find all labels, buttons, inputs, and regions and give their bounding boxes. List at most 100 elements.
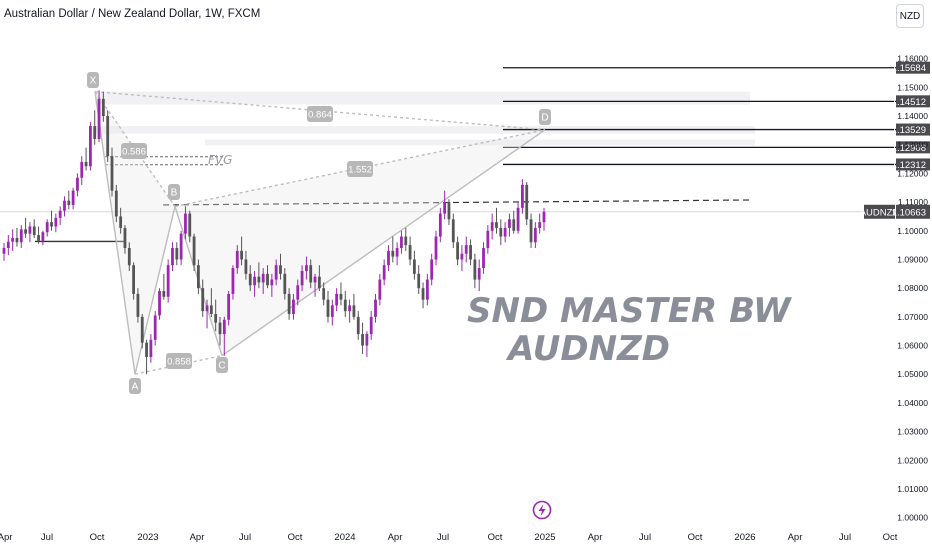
candle-body bbox=[533, 227, 537, 243]
time-tick-label: Jul bbox=[239, 532, 251, 543]
candle-body bbox=[266, 273, 269, 286]
candle-body bbox=[317, 276, 321, 289]
lightning-logo-icon[interactable] bbox=[532, 500, 552, 520]
candle-body bbox=[15, 237, 19, 243]
ratio-tag bbox=[347, 161, 373, 177]
price-tick-label: 1.00000 bbox=[897, 513, 928, 523]
dashed-level-line bbox=[162, 199, 753, 206]
price-tick-label: 1.05000 bbox=[897, 369, 928, 379]
candle-body bbox=[309, 265, 313, 283]
candle-body bbox=[175, 248, 179, 260]
candle-body bbox=[374, 299, 377, 317]
candle-body bbox=[296, 285, 300, 300]
candle-body bbox=[425, 279, 429, 300]
candle-body bbox=[400, 236, 403, 249]
candle-body bbox=[339, 293, 343, 300]
candle-body bbox=[37, 235, 40, 241]
candle-body bbox=[58, 210, 62, 218]
candle-body bbox=[114, 190, 118, 217]
time-tick-label: Jul bbox=[639, 532, 651, 543]
time-tick-label: Oct bbox=[883, 532, 898, 543]
candle-body bbox=[97, 98, 101, 139]
candle-body bbox=[469, 245, 472, 260]
candle-body bbox=[417, 273, 421, 289]
candle-body bbox=[218, 322, 222, 335]
candle-body bbox=[45, 222, 49, 233]
candle-body bbox=[153, 315, 157, 340]
candle-body bbox=[89, 126, 92, 167]
pattern-labels: X A B C D 0.586 0.864 1.552 0.858 FVG bbox=[87, 72, 551, 394]
candle-body bbox=[80, 161, 84, 178]
time-tick-label: 2025 bbox=[534, 532, 555, 543]
price-tick-label: 1.09000 bbox=[897, 254, 928, 264]
price-tick-label: 1.11000 bbox=[898, 197, 928, 207]
candle-body bbox=[464, 245, 468, 254]
ratio-label: 0.864 bbox=[308, 110, 332, 121]
lightning-bolt bbox=[538, 504, 546, 517]
currency-button[interactable]: NZD bbox=[896, 4, 924, 28]
candle-body bbox=[326, 299, 330, 317]
candle-body bbox=[503, 227, 507, 237]
time-tick-label: Apr bbox=[388, 532, 403, 543]
price-tick-label: 1.08000 bbox=[897, 283, 928, 293]
candle-body bbox=[63, 200, 66, 211]
pattern-point-tag bbox=[168, 184, 180, 200]
candle-body bbox=[387, 250, 390, 266]
candle-body bbox=[140, 316, 144, 343]
candle-body bbox=[231, 268, 235, 294]
candle-body bbox=[529, 219, 533, 243]
candle-body bbox=[330, 305, 334, 317]
ratio-label: 0.586 bbox=[122, 147, 146, 158]
candle-body bbox=[486, 230, 490, 249]
price-level-tag bbox=[896, 141, 930, 154]
pattern-leg bbox=[94, 91, 136, 375]
candle-body bbox=[279, 265, 282, 274]
price-tick-label: 1.07000 bbox=[897, 312, 928, 322]
pattern-fill-bcd bbox=[175, 129, 545, 356]
candle-body bbox=[227, 293, 231, 320]
price-level-label: 1.15684 bbox=[892, 63, 926, 74]
candle-body bbox=[490, 222, 494, 231]
price-tick-label: 1.06000 bbox=[897, 341, 928, 351]
zone-band bbox=[95, 91, 750, 105]
pattern-point-c: C bbox=[218, 361, 225, 372]
candle-body bbox=[54, 217, 58, 227]
candle-body bbox=[438, 213, 442, 237]
candle-body bbox=[451, 219, 455, 243]
candle-body bbox=[421, 288, 425, 300]
candle-body bbox=[19, 229, 23, 243]
candle-body bbox=[382, 265, 386, 280]
candle-body bbox=[456, 242, 459, 260]
candle-body bbox=[348, 305, 351, 312]
pattern-point-tag bbox=[87, 72, 99, 88]
candle-body bbox=[235, 250, 239, 269]
price-tick-label: 1.10000 bbox=[897, 226, 928, 236]
candle-body bbox=[413, 259, 416, 274]
pattern-leg bbox=[221, 129, 546, 357]
symbol-tag-label: AUDNZD bbox=[860, 207, 900, 218]
candle-body bbox=[369, 316, 373, 335]
price-level-tag bbox=[896, 158, 930, 171]
pattern-point-x: X bbox=[90, 76, 97, 87]
candle-body bbox=[270, 279, 274, 286]
price-tick-label: 1.13000 bbox=[897, 140, 928, 150]
pattern-point-d: D bbox=[541, 113, 548, 124]
harmonic-pattern bbox=[94, 90, 546, 375]
logo-ring bbox=[532, 500, 552, 520]
candle-body bbox=[516, 207, 520, 231]
candles bbox=[2, 90, 546, 375]
pattern-leg bbox=[134, 206, 176, 375]
time-tick-label: Apr bbox=[588, 532, 603, 543]
candle-body bbox=[335, 293, 339, 306]
candle-body bbox=[473, 259, 477, 280]
time-tick-label: Jul bbox=[41, 532, 53, 543]
candle-body bbox=[11, 237, 15, 242]
candle-body bbox=[244, 259, 248, 274]
price-tick-label: 1.02000 bbox=[897, 455, 928, 465]
candle-body bbox=[508, 219, 511, 228]
price-level-tag bbox=[896, 61, 930, 74]
candle-body bbox=[41, 232, 45, 241]
time-tick-label: 2023 bbox=[137, 532, 158, 543]
candle-body bbox=[71, 190, 75, 205]
